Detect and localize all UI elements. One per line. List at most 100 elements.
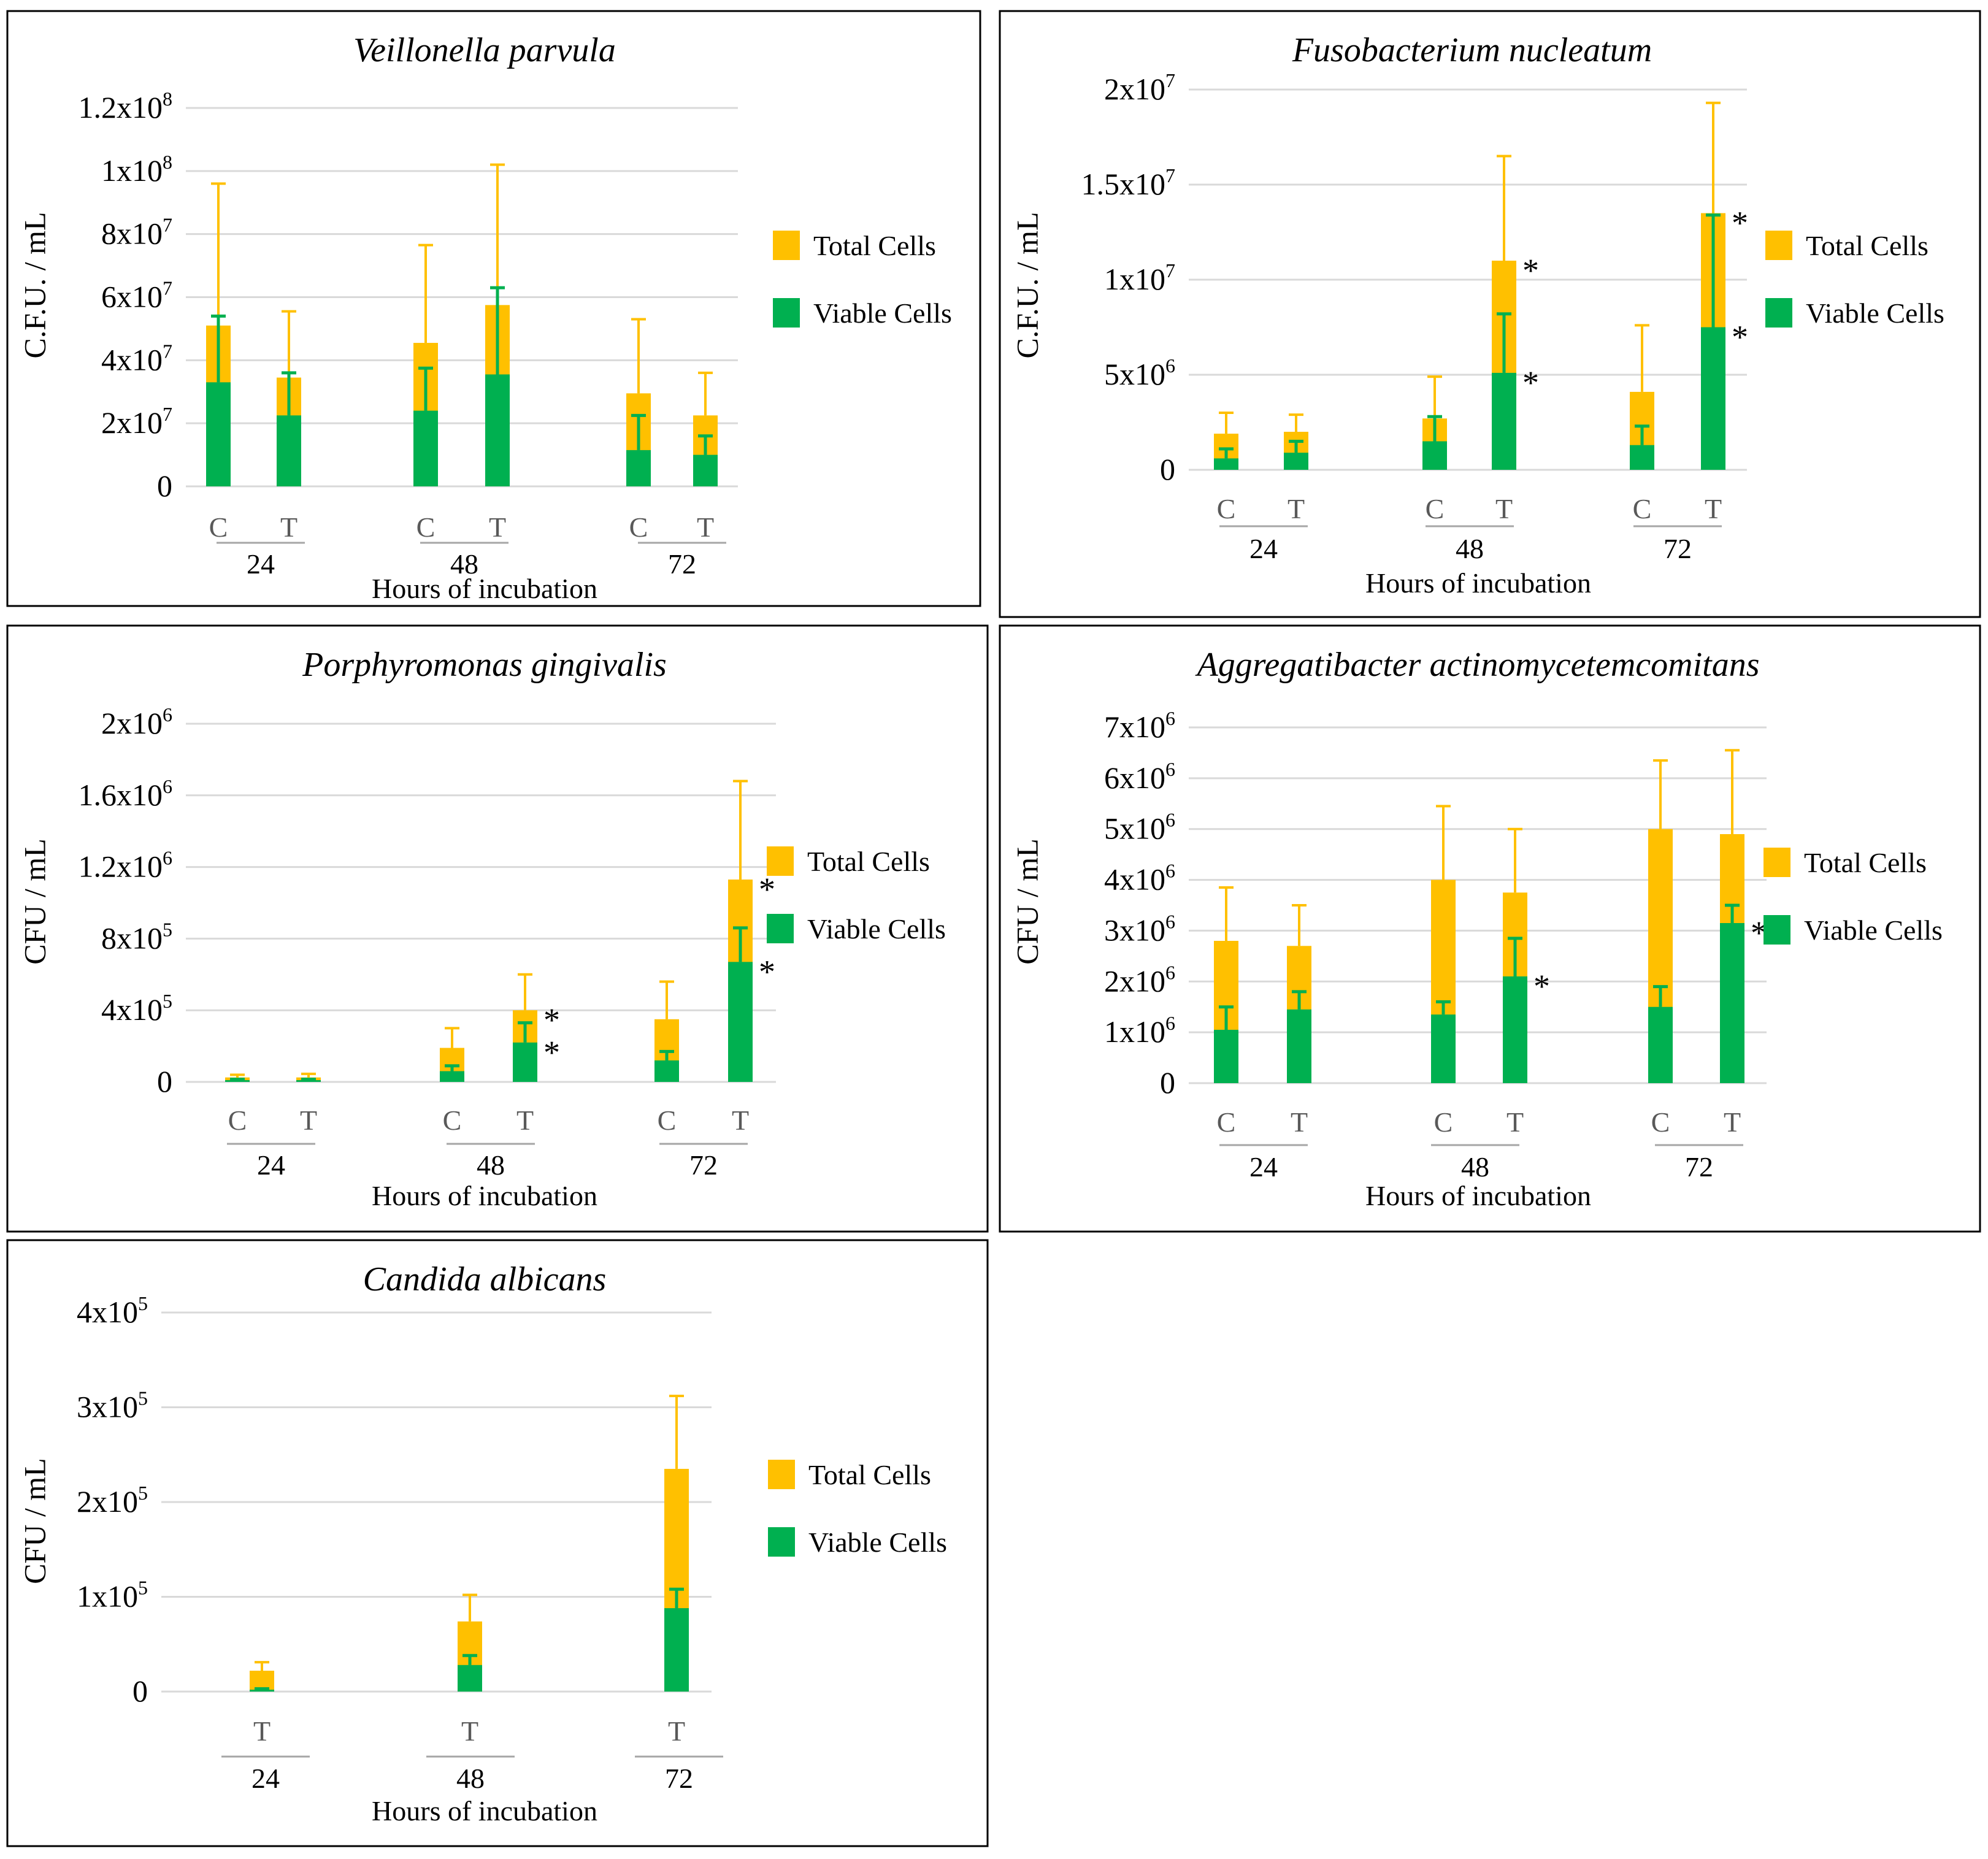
bar-viable-cells bbox=[664, 1608, 689, 1692]
x-group-label: 72 bbox=[1664, 533, 1692, 564]
bar-viable-cells bbox=[626, 450, 651, 486]
y-axis-label: C.F.U. / mL bbox=[17, 212, 52, 358]
legend-swatch-total bbox=[767, 846, 794, 876]
bar-viable-cells bbox=[485, 374, 510, 486]
y-tick-label: 4x106 bbox=[1104, 860, 1175, 897]
bar-viable-cells bbox=[693, 454, 718, 486]
x-group-label: 48 bbox=[1461, 1151, 1489, 1182]
y-tick-label: 1x107 bbox=[1104, 259, 1175, 296]
x-group-label: 72 bbox=[1685, 1151, 1713, 1182]
y-tick-label: 5x106 bbox=[1104, 809, 1175, 846]
x-category-label: C bbox=[443, 1105, 462, 1136]
legend-swatch-total bbox=[1765, 231, 1792, 260]
bar-viable-cells bbox=[296, 1080, 321, 1082]
y-tick-label: 0 bbox=[1160, 1065, 1175, 1100]
y-tick-label: 1.2x106 bbox=[79, 847, 173, 884]
y-tick-label: 3x105 bbox=[77, 1387, 148, 1424]
x-category-label: T bbox=[280, 512, 297, 543]
x-category-label: C bbox=[1651, 1106, 1670, 1138]
y-tick-label: 1x106 bbox=[1104, 1012, 1175, 1049]
bar-viable-cells bbox=[1492, 372, 1516, 470]
x-group-label: 72 bbox=[665, 1763, 693, 1794]
bar-viable-cells bbox=[1214, 1030, 1238, 1083]
legend-swatch-viable bbox=[1763, 915, 1790, 945]
chart-title: Fusobacterium nucleatum bbox=[1292, 31, 1652, 69]
chart-title: Aggregatibacter actinomycetemcomitans bbox=[1195, 646, 1760, 684]
y-tick-label: 4x105 bbox=[101, 990, 172, 1027]
legend-swatch-viable bbox=[1765, 298, 1792, 328]
panel-1: Veillonella parvula 0 2x107 4x107 6x107 8x107… bbox=[6, 10, 981, 607]
bar-viable-cells bbox=[250, 1689, 274, 1692]
x-group-label: 24 bbox=[1249, 1151, 1278, 1182]
y-tick-label: 1x105 bbox=[77, 1577, 148, 1614]
panel-5: Candida albicans 0 1x105 2x105 3x105 4x105 CFU… bbox=[6, 1239, 989, 1847]
y-axis-label: CFU / mL bbox=[17, 1458, 52, 1584]
x-group-label: 48 bbox=[1456, 533, 1484, 564]
bar-viable-cells bbox=[1503, 976, 1527, 1083]
significance-star: * bbox=[1732, 319, 1748, 356]
y-tick-label: 1.5x107 bbox=[1081, 164, 1176, 201]
panel-frame bbox=[6, 624, 989, 1233]
x-group-label: 24 bbox=[1249, 533, 1278, 564]
x-category-label: T bbox=[1705, 493, 1722, 524]
significance-star: * bbox=[1522, 252, 1539, 289]
legend-label-total: Total Cells bbox=[813, 230, 936, 261]
panel-frame bbox=[6, 10, 981, 607]
bar-viable-cells bbox=[654, 1060, 679, 1082]
legend-label-viable: Viable Cells bbox=[807, 913, 946, 945]
x-axis-label: Hours of incubation bbox=[372, 1795, 597, 1826]
x-category-label: T bbox=[300, 1105, 317, 1136]
y-axis-label: CFU / mL bbox=[17, 838, 52, 965]
chart-title: Candida albicans bbox=[363, 1260, 607, 1298]
legend-swatch-total bbox=[768, 1460, 795, 1489]
bar-viable-cells bbox=[206, 382, 231, 486]
x-category-label: T bbox=[461, 1715, 478, 1747]
x-category-label: T bbox=[516, 1105, 534, 1136]
y-tick-label: 8x105 bbox=[101, 918, 172, 955]
panel-4: Aggregatibacter actinomycetemcomitans 0 1x… bbox=[999, 624, 1981, 1233]
bar-viable-cells bbox=[1287, 1009, 1311, 1083]
x-group-label: 72 bbox=[689, 1149, 718, 1181]
y-tick-label: 7x106 bbox=[1104, 707, 1175, 744]
y-tick-label: 0 bbox=[1160, 452, 1175, 486]
y-tick-label: 1.2x108 bbox=[79, 88, 173, 125]
bar-viable-cells bbox=[1431, 1014, 1456, 1083]
legend-swatch-viable bbox=[773, 298, 800, 328]
legend-label-viable: Viable Cells bbox=[808, 1527, 947, 1558]
significance-star: * bbox=[543, 1002, 560, 1038]
y-tick-label: 0 bbox=[157, 1064, 172, 1098]
x-axis-label: Hours of incubation bbox=[1365, 1180, 1591, 1211]
bar-viable-cells bbox=[440, 1071, 464, 1082]
legend-label-viable: Viable Cells bbox=[1806, 297, 1944, 329]
x-category-label: T bbox=[668, 1715, 685, 1747]
y-tick-label: 2x106 bbox=[101, 703, 172, 740]
bar-viable-cells bbox=[1422, 441, 1447, 470]
legend-swatch-viable bbox=[767, 914, 794, 943]
x-group-label: 48 bbox=[456, 1763, 485, 1794]
significance-star: * bbox=[543, 1034, 560, 1071]
legend-label-total: Total Cells bbox=[1806, 230, 1929, 261]
x-category-label: C bbox=[209, 512, 228, 543]
x-group-label: 24 bbox=[251, 1763, 280, 1794]
x-category-label: T bbox=[1495, 493, 1513, 524]
bar-viable-cells bbox=[1720, 923, 1744, 1083]
x-category-label: C bbox=[658, 1105, 677, 1136]
legend-label-viable: Viable Cells bbox=[1804, 914, 1943, 946]
x-category-label: C bbox=[416, 512, 436, 543]
x-category-label: T bbox=[1291, 1106, 1308, 1138]
y-tick-label: 2x107 bbox=[101, 403, 172, 440]
bar-viable-cells bbox=[277, 415, 301, 486]
significance-star: * bbox=[1533, 968, 1550, 1005]
legend-label-total: Total Cells bbox=[808, 1459, 931, 1490]
legend-swatch-total bbox=[1763, 848, 1790, 877]
bar-viable-cells bbox=[1648, 1006, 1673, 1083]
y-axis-label: C.F.U. / mL bbox=[1010, 212, 1044, 358]
bar-viable-cells bbox=[458, 1665, 482, 1692]
y-tick-label: 1x108 bbox=[101, 151, 172, 188]
x-category-label: C bbox=[228, 1105, 247, 1136]
y-tick-label: 6x107 bbox=[101, 277, 172, 314]
x-group-label: 72 bbox=[668, 548, 696, 580]
x-category-label: T bbox=[732, 1105, 749, 1136]
x-category-label: C bbox=[1217, 493, 1236, 524]
